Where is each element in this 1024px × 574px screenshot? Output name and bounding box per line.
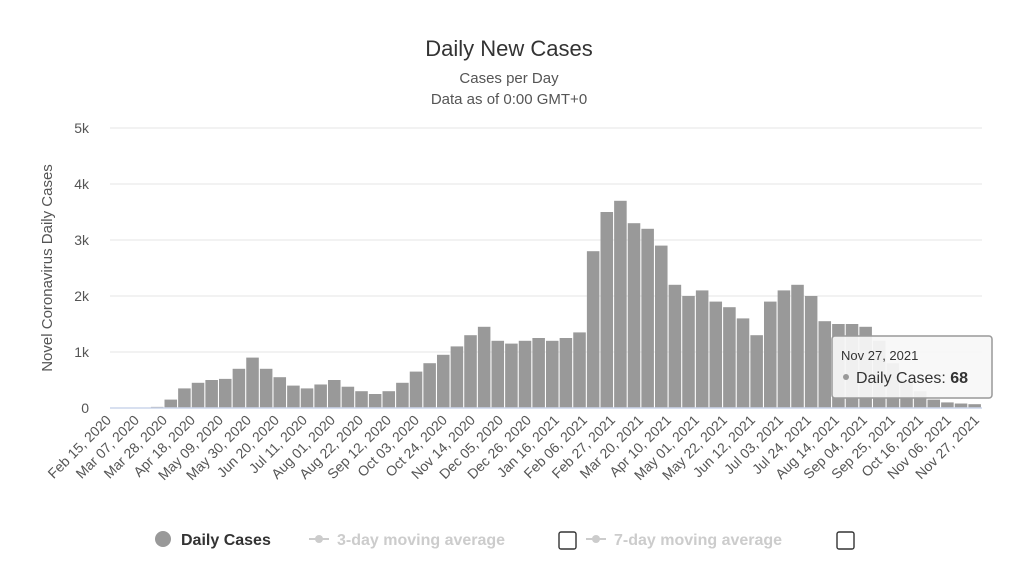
tooltip-box bbox=[831, 335, 993, 399]
bar[interactable] bbox=[614, 200, 627, 408]
bar[interactable] bbox=[695, 290, 709, 408]
bar[interactable] bbox=[341, 386, 355, 408]
tooltip-value: 68 bbox=[950, 370, 968, 387]
bar[interactable] bbox=[273, 377, 287, 408]
bar[interactable] bbox=[437, 354, 450, 408]
legend-item-7day-average[interactable]: 7-day moving average bbox=[586, 532, 782, 549]
bar[interactable] bbox=[641, 228, 654, 408]
bar[interactable] bbox=[532, 338, 545, 408]
bar[interactable] bbox=[764, 301, 777, 408]
bar[interactable] bbox=[246, 357, 259, 408]
bar[interactable] bbox=[736, 318, 750, 408]
bar[interactable] bbox=[355, 391, 368, 408]
legend: Daily Cases 3-day moving average 7-day m… bbox=[155, 531, 855, 550]
bar[interactable] bbox=[300, 388, 314, 408]
bar[interactable] bbox=[450, 346, 464, 408]
bar[interactable] bbox=[627, 223, 641, 408]
bar[interactable] bbox=[409, 371, 423, 408]
bar[interactable] bbox=[178, 388, 191, 408]
bars-series-daily-cases bbox=[150, 200, 981, 408]
tooltip-colon: : bbox=[941, 370, 950, 387]
chart-subtitle-line-1: Cases per Day bbox=[459, 70, 559, 87]
chart-title: Daily New Cases bbox=[425, 36, 593, 61]
bar[interactable] bbox=[491, 340, 505, 408]
tooltip: Nov 27, 2021 Daily Cases: 68 bbox=[831, 335, 993, 399]
bar[interactable] bbox=[423, 363, 436, 408]
bar[interactable] bbox=[164, 399, 178, 408]
tooltip-value-line: Daily Cases: 68 bbox=[856, 370, 968, 387]
checkbox-7day-average[interactable] bbox=[836, 531, 855, 550]
y-axis-label: Novel Coronavirus Daily Cases bbox=[39, 164, 56, 372]
y-tick-label: 5k bbox=[74, 120, 90, 136]
chart-subtitle-line-2: Data as of 0:00 GMT+0 bbox=[431, 91, 587, 108]
bar[interactable] bbox=[314, 384, 327, 408]
y-tick-label: 4k bbox=[74, 176, 90, 192]
bar[interactable] bbox=[750, 335, 763, 408]
y-tick-label: 1k bbox=[74, 344, 90, 360]
bar[interactable] bbox=[232, 368, 246, 408]
tooltip-series-name: Daily Cases bbox=[856, 370, 941, 387]
bar[interactable] bbox=[219, 378, 232, 408]
bar[interactable] bbox=[477, 326, 491, 408]
bar[interactable] bbox=[682, 296, 695, 408]
bar[interactable] bbox=[518, 340, 532, 408]
bar[interactable] bbox=[259, 368, 273, 408]
bar[interactable] bbox=[546, 340, 559, 408]
bar[interactable] bbox=[396, 382, 409, 408]
legend-label-daily-cases: Daily Cases bbox=[181, 532, 271, 549]
legend-item-3day-average[interactable]: 3-day moving average bbox=[309, 532, 505, 549]
bar[interactable] bbox=[573, 332, 586, 408]
bar[interactable] bbox=[941, 402, 954, 408]
bar[interactable] bbox=[600, 212, 614, 408]
legend-label-7day: 7-day moving average bbox=[614, 532, 782, 549]
bar[interactable] bbox=[954, 403, 968, 408]
bar[interactable] bbox=[505, 343, 518, 408]
bar[interactable] bbox=[328, 380, 341, 408]
y-tick-label: 2k bbox=[74, 288, 90, 304]
bar[interactable] bbox=[804, 296, 818, 408]
tooltip-series-dot bbox=[843, 374, 849, 380]
bar[interactable] bbox=[287, 385, 300, 408]
legend-symbol-3day bbox=[315, 535, 323, 543]
bar[interactable] bbox=[927, 399, 941, 408]
bar[interactable] bbox=[191, 382, 205, 408]
bar[interactable] bbox=[559, 338, 573, 408]
legend-item-daily-cases[interactable]: Daily Cases bbox=[155, 531, 271, 549]
y-tick-label: 0 bbox=[81, 400, 89, 416]
bar[interactable] bbox=[723, 307, 736, 408]
tooltip-date: Nov 27, 2021 bbox=[841, 348, 918, 363]
bar[interactable] bbox=[464, 335, 477, 408]
bar[interactable] bbox=[777, 290, 791, 408]
checkbox-3day-average[interactable] bbox=[558, 531, 577, 550]
legend-symbol-7day bbox=[592, 535, 600, 543]
bar[interactable] bbox=[709, 301, 723, 408]
bar[interactable] bbox=[818, 321, 832, 408]
bar[interactable] bbox=[668, 284, 682, 408]
bar[interactable] bbox=[368, 394, 382, 408]
bar[interactable] bbox=[382, 391, 396, 408]
bar[interactable] bbox=[968, 404, 981, 408]
y-tick-label: 3k bbox=[74, 232, 90, 248]
bar[interactable] bbox=[791, 284, 804, 408]
bar[interactable] bbox=[655, 245, 668, 408]
legend-label-3day: 3-day moving average bbox=[337, 532, 505, 549]
bar[interactable] bbox=[586, 251, 600, 408]
legend-symbol-daily-cases bbox=[155, 531, 171, 547]
bar[interactable] bbox=[205, 380, 218, 408]
